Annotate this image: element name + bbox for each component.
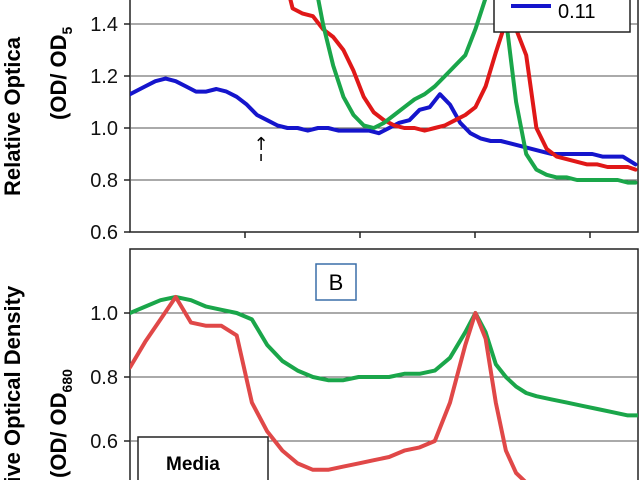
series-line-top-2 (316, 0, 638, 185)
series-top (130, 0, 638, 185)
panel-label-box (315, 263, 357, 301)
panel-bottom: 0.6 0.8 1.0 tive Optical Density (OD/ OD68… (0, 248, 639, 480)
y-tick-label: 1.0 (90, 118, 118, 140)
y-axis-title-bottom-line2-text: (OD/ OD (46, 392, 71, 478)
panel-top: 0.6 0.8 1.0 1.2 1.4 Relative Optica (OD/ OD5… (0, 0, 639, 244)
x-ticks-top (244, 232, 591, 238)
y-tick-label: 0.6 (90, 431, 118, 453)
y-tick-label: 1.2 (90, 66, 118, 88)
series-line-bottom-1 (130, 295, 527, 480)
legend-bottom: Media (137, 436, 269, 480)
y-axis-title-top-line2-sub: 5 (59, 26, 75, 34)
annotation-arrow: ↑ (254, 134, 269, 161)
series-line-bottom-0 (130, 295, 638, 418)
panel-label-b: B (315, 263, 357, 301)
y-ticks-top: 0.6 0.8 1.0 1.2 1.4 (90, 14, 130, 244)
legend-top: 0.11 (493, 0, 631, 33)
y-axis-title-bottom-line1: tive Optical Density (0, 285, 25, 480)
plot-frame-top (129, 0, 639, 233)
y-tick-label: 1.0 (90, 303, 118, 325)
y-ticks-bottom: 0.6 0.8 1.0 (90, 303, 130, 453)
y-axis-title-top-line2-text: (OD/ OD (46, 34, 71, 120)
series-line-top-1 (288, 0, 638, 172)
series-bottom (130, 295, 638, 480)
y-axis-title-top-line2: (OD/ OD5 (46, 26, 75, 120)
y-axis-title-top-line1: Relative Optica (0, 36, 25, 196)
up-arrow-icon: ↑ (254, 134, 269, 155)
y-tick-label: 0.8 (90, 367, 118, 389)
y-axis-title-bottom-line2: (OD/ OD680 (46, 369, 75, 478)
legend-media-box (137, 436, 269, 480)
legend-media-title: Media (166, 454, 220, 475)
panel-label-text: B (329, 270, 344, 295)
y-tick-label: 0.6 (90, 222, 118, 244)
y-tick-label: 0.8 (90, 170, 118, 192)
legend-box (493, 0, 631, 33)
y-tick-label: 1.4 (90, 14, 118, 36)
legend-label: 0.11 (558, 1, 595, 23)
y-axis-title-bottom-line2-sub: 680 (59, 369, 75, 393)
